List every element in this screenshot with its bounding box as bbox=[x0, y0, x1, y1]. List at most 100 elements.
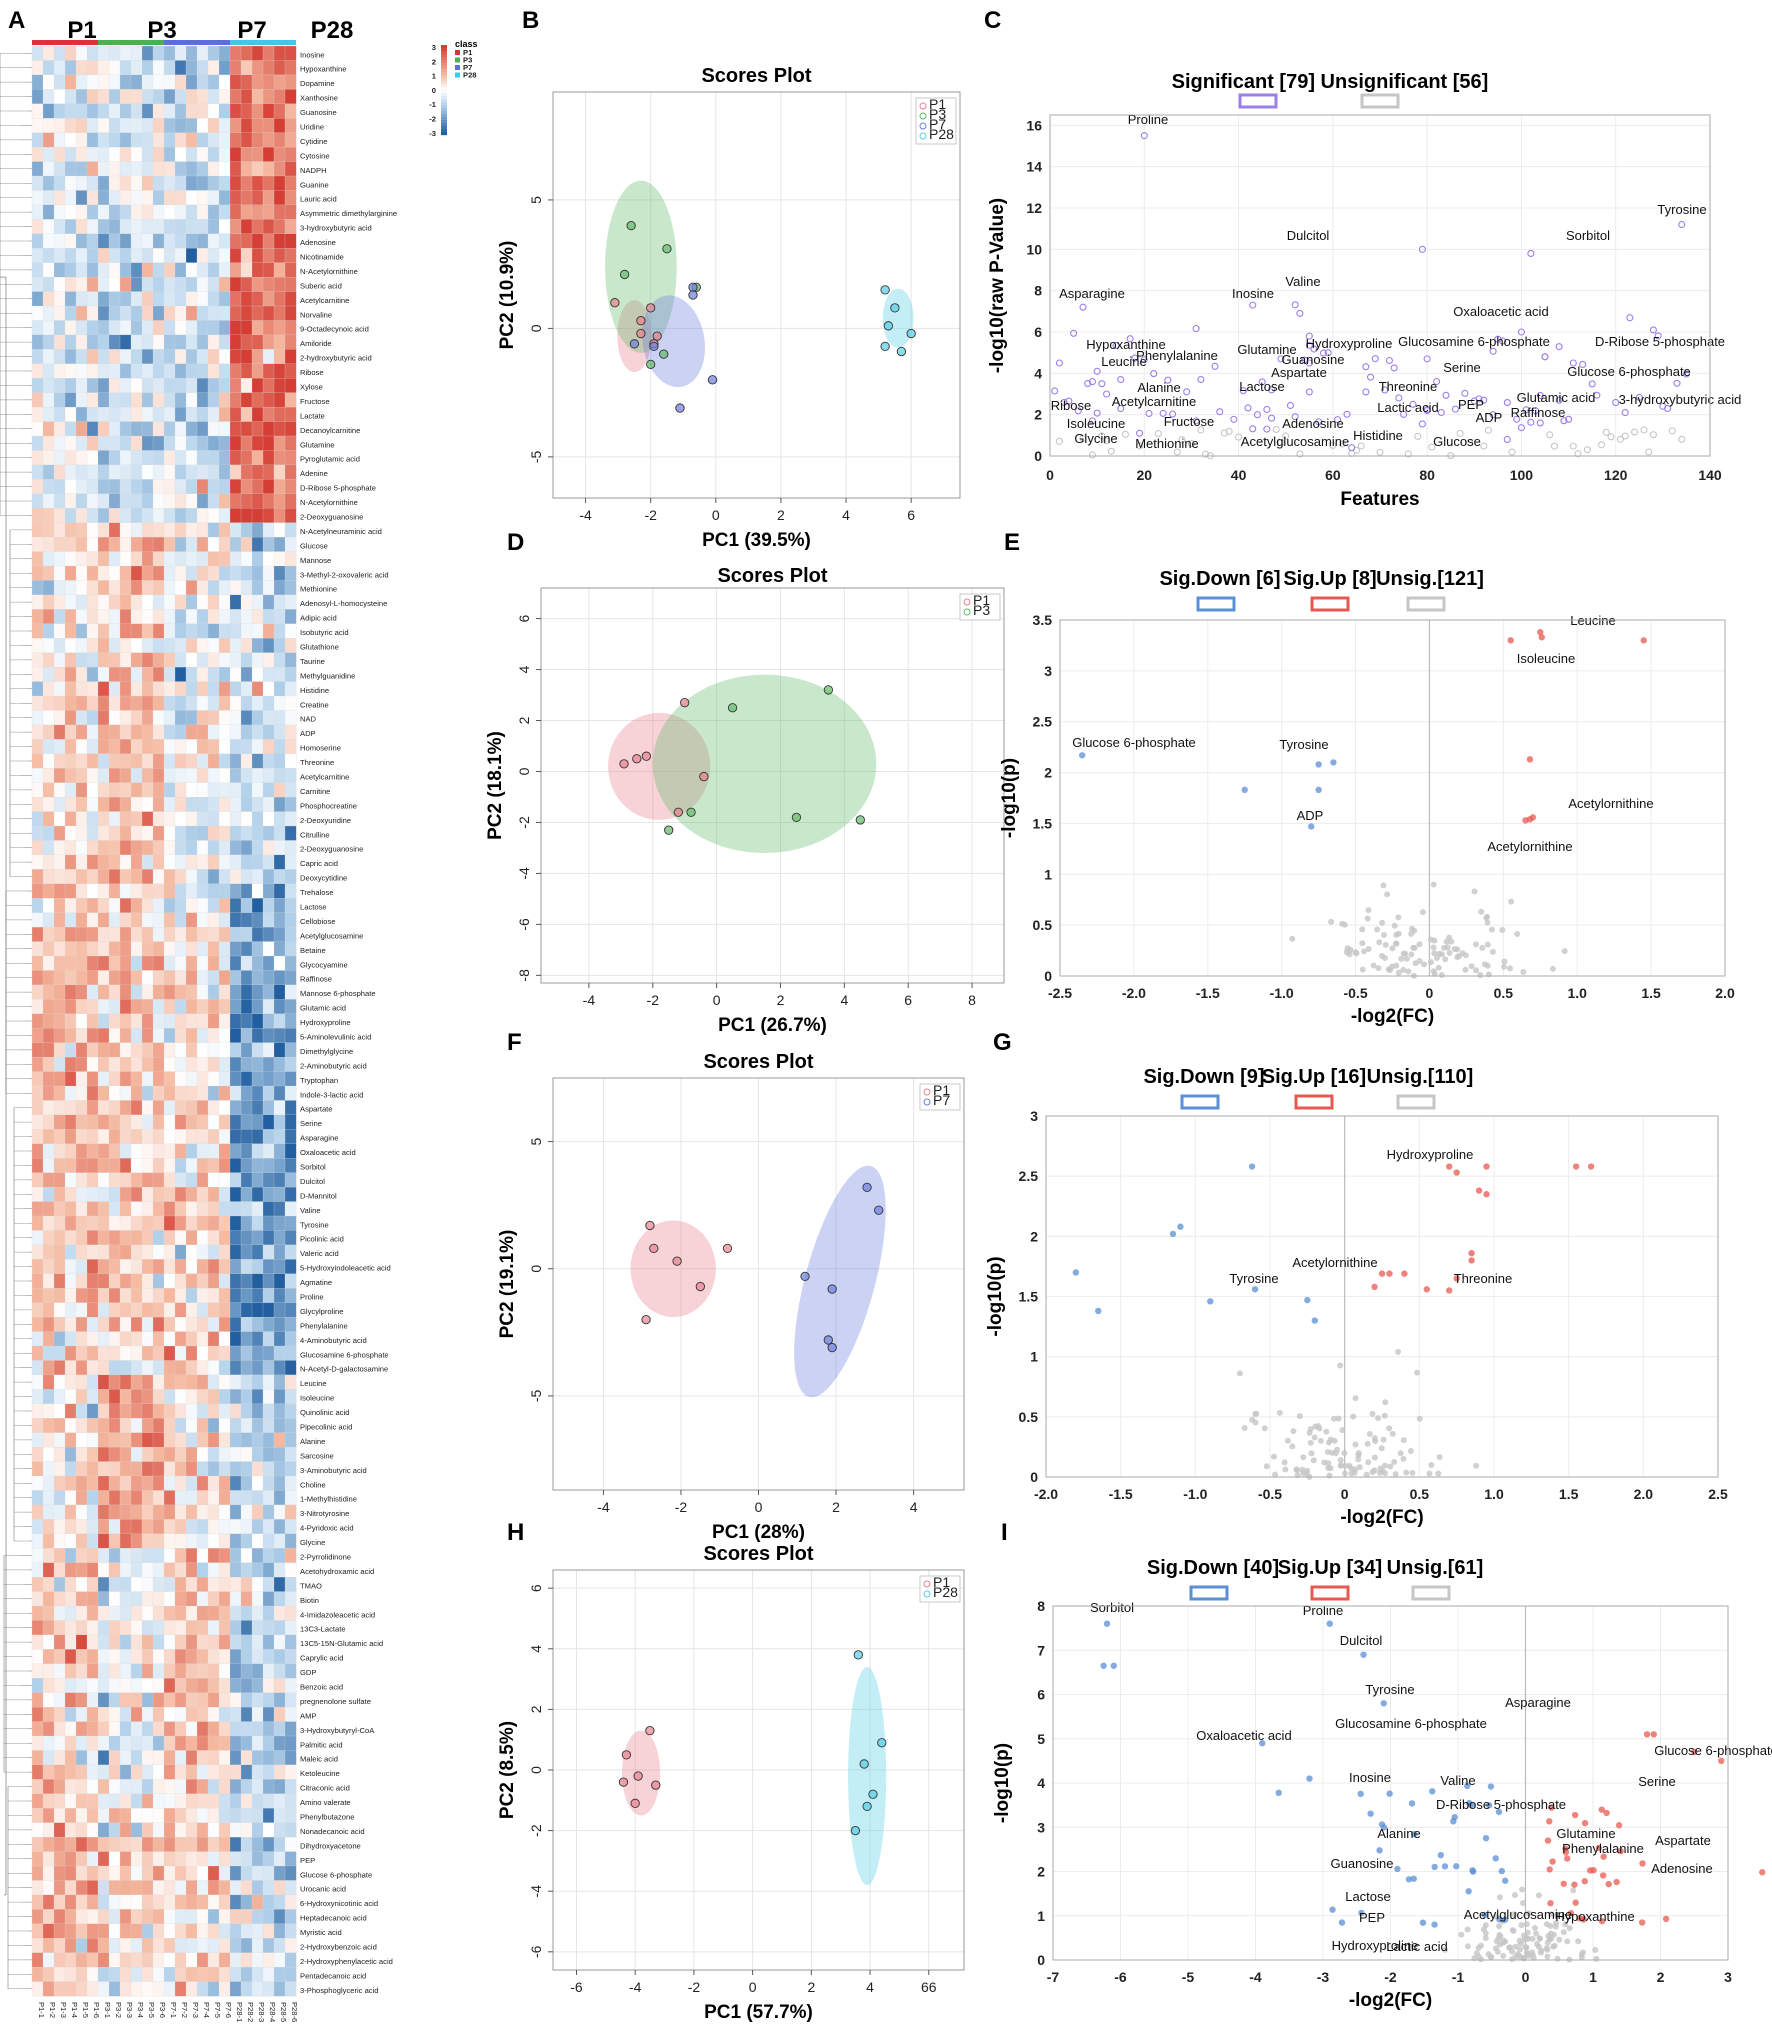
heatmap-cell bbox=[229, 1793, 242, 1809]
heatmap-cell bbox=[64, 1244, 77, 1260]
heatmap-cell bbox=[207, 1085, 220, 1101]
x-tick-label: 6 bbox=[904, 992, 912, 1008]
feature-point bbox=[1598, 441, 1606, 449]
heatmap-cell bbox=[42, 898, 55, 914]
heatmap-cell bbox=[229, 1865, 242, 1881]
heatmap-cell bbox=[207, 1316, 220, 1332]
heatmap-cell bbox=[130, 1808, 143, 1824]
heatmap-cell bbox=[251, 1028, 264, 1044]
sig-up-point bbox=[1587, 1867, 1594, 1874]
unsig-point bbox=[1272, 1471, 1279, 1478]
score-point bbox=[906, 328, 916, 339]
heatmap-cell bbox=[262, 435, 275, 451]
row-label: Dihydroxyacetone bbox=[300, 1841, 361, 1850]
heatmap-cell bbox=[185, 970, 198, 986]
heatmap-cell bbox=[262, 248, 275, 264]
heatmap-cell bbox=[284, 739, 297, 755]
heatmap-cell bbox=[273, 1548, 286, 1564]
heatmap-cell bbox=[174, 898, 187, 914]
heatmap-cell bbox=[108, 1201, 121, 1217]
x-tick-label: 60 bbox=[1325, 467, 1341, 483]
heatmap-cell bbox=[86, 103, 99, 119]
row-label: Carnitine bbox=[300, 787, 330, 796]
heatmap-cell bbox=[86, 464, 99, 480]
heatmap-cell bbox=[64, 1764, 77, 1780]
legend-label: P1 bbox=[929, 96, 946, 112]
heatmap-cell bbox=[207, 854, 220, 870]
heatmap-cell bbox=[240, 1490, 253, 1506]
heatmap-cell bbox=[42, 1230, 55, 1246]
heatmap-cell bbox=[42, 1215, 55, 1231]
heatmap-cell bbox=[218, 1779, 231, 1795]
heatmap-cell bbox=[108, 1418, 121, 1434]
feature-point bbox=[1192, 325, 1200, 333]
heatmap-cell bbox=[229, 378, 242, 394]
feature-point bbox=[1466, 439, 1474, 447]
heatmap-cell bbox=[97, 681, 110, 697]
heatmap-cell bbox=[229, 739, 242, 755]
score-point bbox=[868, 1789, 878, 1799]
heatmap-cell bbox=[196, 1938, 209, 1954]
heatmap-cell bbox=[185, 1764, 198, 1780]
heatmap-cell bbox=[75, 1085, 88, 1101]
sig-up-point bbox=[1639, 1860, 1646, 1867]
heatmap-cell bbox=[31, 175, 44, 191]
heatmap-cell bbox=[251, 912, 264, 928]
heatmap-cell bbox=[141, 219, 154, 235]
score-point bbox=[874, 1205, 884, 1215]
heatmap-cell bbox=[119, 1649, 132, 1665]
heatmap-cell bbox=[262, 204, 275, 220]
heatmap-cell bbox=[53, 1158, 66, 1174]
heatmap-cell bbox=[130, 1028, 143, 1044]
heatmap-cell bbox=[42, 1273, 55, 1289]
heatmap-cell bbox=[97, 1475, 110, 1491]
heatmap-cell bbox=[207, 739, 220, 755]
heatmap-cell bbox=[251, 796, 264, 812]
row-label: Phosphocreatine bbox=[300, 801, 357, 810]
heatmap-cell bbox=[152, 753, 165, 769]
heatmap-cell bbox=[42, 1389, 55, 1405]
heatmap-cell bbox=[185, 464, 198, 480]
heatmap-cell bbox=[185, 695, 198, 711]
feature-point bbox=[1678, 435, 1686, 443]
y-tick-label: -6 bbox=[528, 1945, 544, 1958]
heatmap-cell bbox=[207, 219, 220, 235]
sig-up-point bbox=[1640, 637, 1647, 644]
heatmap-cell bbox=[163, 1345, 176, 1361]
heatmap-cell bbox=[130, 565, 143, 581]
score-point bbox=[629, 339, 640, 349]
feature-point bbox=[1140, 356, 1148, 364]
heatmap-cell bbox=[42, 1129, 55, 1145]
heatmap-cell bbox=[42, 1028, 55, 1044]
heatmap-cell bbox=[141, 1634, 154, 1650]
heatmap-cell bbox=[31, 1663, 44, 1679]
feature-point bbox=[1442, 391, 1450, 399]
x-axis-label: PC1 (39.5%) bbox=[702, 530, 811, 551]
heatmap-cell bbox=[229, 1186, 242, 1202]
heatmap-cell bbox=[108, 378, 121, 394]
heatmap-cell bbox=[218, 1143, 231, 1159]
heatmap-cell bbox=[163, 580, 176, 596]
heatmap-cell bbox=[75, 262, 88, 278]
sig-down-point bbox=[1376, 1847, 1383, 1854]
heatmap-cell bbox=[185, 825, 198, 841]
heatmap-cell bbox=[86, 190, 99, 206]
heatmap-cell bbox=[218, 1418, 231, 1434]
heatmap-cell bbox=[108, 1100, 121, 1116]
heatmap-cell bbox=[163, 1793, 176, 1809]
heatmap-cell bbox=[185, 565, 198, 581]
heatmap-cell bbox=[53, 1952, 66, 1968]
heatmap-cell bbox=[119, 1533, 132, 1549]
y-tick-label: 3 bbox=[1037, 1819, 1045, 1835]
heatmap-cell bbox=[130, 739, 143, 755]
heatmap-cell bbox=[108, 1692, 121, 1708]
heatmap-cell bbox=[163, 652, 176, 668]
feature-point bbox=[1145, 409, 1153, 418]
heatmap-cell bbox=[119, 1923, 132, 1939]
heatmap-cell bbox=[130, 1634, 143, 1650]
heatmap-cell bbox=[262, 1663, 275, 1679]
heatmap-cell bbox=[152, 695, 165, 711]
feature-point bbox=[1103, 390, 1111, 398]
heatmap-cell bbox=[196, 1605, 209, 1621]
heatmap-cell bbox=[130, 753, 143, 769]
